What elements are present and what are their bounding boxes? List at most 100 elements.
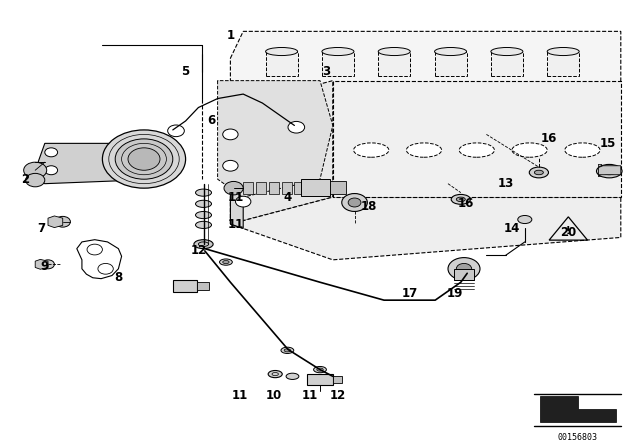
Circle shape	[288, 121, 305, 133]
Polygon shape	[38, 143, 173, 184]
Circle shape	[102, 130, 186, 188]
Polygon shape	[230, 31, 621, 108]
Bar	[454, 269, 474, 280]
Ellipse shape	[196, 211, 211, 219]
Bar	[598, 164, 601, 176]
Bar	[256, 182, 266, 194]
Circle shape	[55, 216, 70, 227]
Ellipse shape	[196, 200, 211, 207]
Bar	[269, 182, 279, 194]
Text: 14: 14	[504, 222, 520, 235]
Circle shape	[26, 173, 45, 187]
Ellipse shape	[322, 47, 354, 56]
Polygon shape	[48, 216, 63, 228]
Ellipse shape	[268, 370, 282, 378]
Ellipse shape	[194, 240, 213, 249]
Bar	[307, 374, 333, 385]
Bar	[378, 52, 410, 76]
Polygon shape	[230, 81, 333, 224]
Bar	[330, 181, 346, 194]
Polygon shape	[540, 396, 616, 422]
Bar	[598, 164, 601, 176]
Text: 12: 12	[190, 244, 207, 258]
Ellipse shape	[223, 261, 229, 263]
Polygon shape	[230, 108, 243, 228]
Text: 19: 19	[446, 287, 463, 300]
Bar	[598, 164, 601, 176]
Ellipse shape	[460, 143, 495, 157]
Bar	[435, 52, 467, 76]
Bar	[243, 182, 253, 194]
Text: 10: 10	[266, 388, 282, 402]
Ellipse shape	[529, 167, 548, 178]
Ellipse shape	[281, 347, 294, 353]
Circle shape	[98, 263, 113, 274]
Bar	[547, 52, 579, 76]
Text: 3: 3	[323, 65, 330, 78]
Ellipse shape	[491, 47, 523, 56]
Ellipse shape	[435, 47, 467, 56]
Text: 17: 17	[401, 287, 418, 300]
Bar	[197, 282, 209, 290]
Polygon shape	[333, 81, 621, 197]
Polygon shape	[598, 166, 621, 175]
Ellipse shape	[284, 349, 291, 352]
Polygon shape	[218, 81, 333, 197]
Circle shape	[456, 263, 472, 274]
Ellipse shape	[196, 189, 211, 196]
Bar	[294, 182, 305, 194]
Text: 11: 11	[227, 190, 244, 204]
Circle shape	[223, 160, 238, 171]
Text: 1: 1	[227, 29, 234, 43]
Circle shape	[42, 260, 54, 269]
Circle shape	[141, 143, 154, 152]
Ellipse shape	[456, 197, 465, 202]
Circle shape	[87, 244, 102, 255]
Text: 15: 15	[600, 137, 616, 150]
Text: 8: 8	[115, 271, 122, 284]
Ellipse shape	[596, 164, 622, 178]
Ellipse shape	[196, 221, 211, 228]
Ellipse shape	[353, 143, 389, 157]
Circle shape	[342, 194, 367, 211]
Bar	[301, 179, 330, 196]
Text: 13: 13	[497, 177, 514, 190]
Ellipse shape	[406, 143, 442, 157]
Ellipse shape	[286, 373, 299, 379]
Ellipse shape	[547, 47, 579, 56]
Bar	[322, 52, 354, 76]
Circle shape	[236, 196, 251, 207]
Ellipse shape	[220, 259, 232, 265]
Text: 4: 4	[284, 190, 292, 204]
Circle shape	[348, 198, 361, 207]
Ellipse shape	[512, 143, 547, 157]
Polygon shape	[35, 259, 48, 269]
Bar	[173, 280, 197, 292]
Ellipse shape	[518, 215, 532, 224]
Circle shape	[224, 181, 243, 195]
Ellipse shape	[317, 368, 323, 371]
Text: 11: 11	[231, 388, 248, 402]
Text: 7: 7	[38, 222, 45, 235]
Text: 5: 5	[182, 65, 189, 78]
Circle shape	[448, 258, 480, 280]
Bar	[491, 52, 523, 76]
Circle shape	[223, 129, 238, 140]
Circle shape	[128, 148, 160, 170]
Text: 6: 6	[207, 114, 215, 128]
Text: 16: 16	[458, 197, 474, 211]
Ellipse shape	[602, 168, 616, 175]
Circle shape	[168, 125, 184, 137]
Text: 11: 11	[301, 388, 318, 402]
Circle shape	[24, 162, 47, 178]
Bar	[598, 164, 601, 176]
Text: 12: 12	[330, 388, 346, 402]
Text: !: !	[566, 226, 571, 236]
Text: 18: 18	[360, 199, 377, 213]
Circle shape	[141, 170, 154, 179]
Text: 2: 2	[22, 172, 29, 186]
Text: 16: 16	[541, 132, 557, 146]
Ellipse shape	[266, 47, 298, 56]
Ellipse shape	[378, 47, 410, 56]
Bar	[266, 52, 298, 76]
